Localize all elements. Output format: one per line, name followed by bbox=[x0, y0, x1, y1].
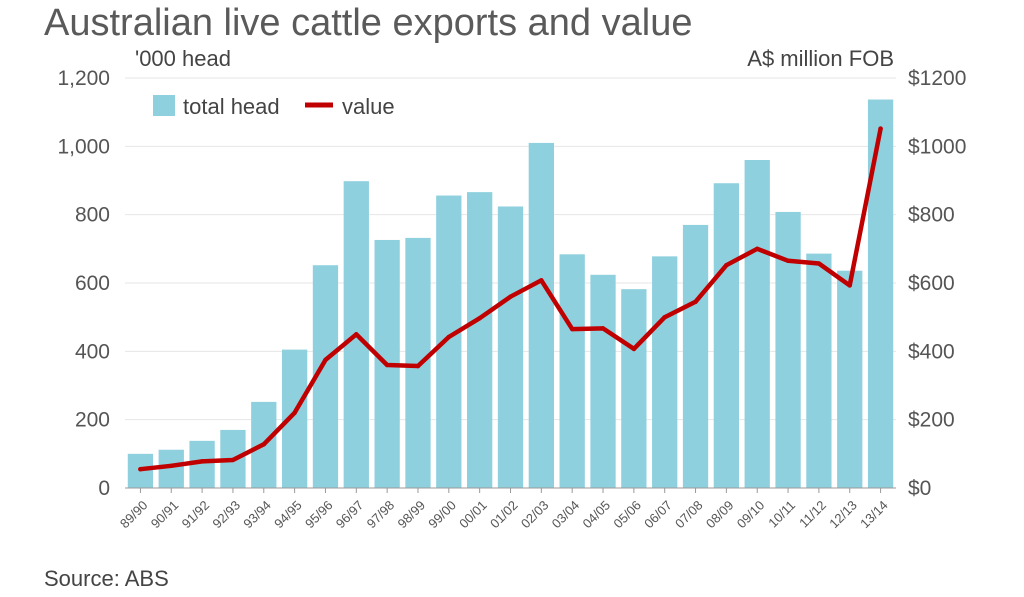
x-tick-label: 10/11 bbox=[765, 498, 798, 531]
value-point-90-91 bbox=[169, 463, 174, 468]
x-tick-label: 03/04 bbox=[549, 498, 583, 532]
x-tick-label: 09/10 bbox=[734, 498, 768, 532]
value-point-12-13 bbox=[847, 283, 852, 288]
x-tick-label: 05/06 bbox=[610, 498, 644, 532]
x-tick-label: 04/05 bbox=[580, 498, 614, 532]
value-point-06-07 bbox=[662, 314, 667, 320]
x-tick-label: 96/97 bbox=[333, 498, 367, 532]
x-tick-label: 02/03 bbox=[518, 498, 552, 532]
value-point-04-05 bbox=[600, 326, 606, 331]
value-point-97-98 bbox=[384, 362, 390, 368]
x-tick-label: 91/92 bbox=[179, 498, 213, 532]
bar-01-02 bbox=[497, 206, 524, 488]
bar-09-10 bbox=[744, 160, 770, 488]
value-point-92-93 bbox=[230, 457, 236, 463]
value-point-09-10 bbox=[755, 246, 760, 252]
y-right-tick-label: $0 bbox=[908, 477, 931, 500]
bar-10-11 bbox=[775, 211, 801, 488]
x-tick-label: 97/98 bbox=[364, 498, 398, 532]
x-tick-label: 92/93 bbox=[209, 498, 243, 532]
y-left-tick-label: 1,200 bbox=[57, 67, 110, 90]
value-point-94-95 bbox=[292, 410, 297, 416]
bar-12-13 bbox=[837, 270, 863, 488]
value-point-03-04 bbox=[569, 326, 575, 332]
x-tick-label: 99/00 bbox=[425, 498, 459, 532]
bar-13-14 bbox=[867, 99, 894, 489]
x-tick-label: 95/96 bbox=[302, 498, 336, 532]
value-point-11-12 bbox=[816, 261, 822, 266]
value-point-01-02 bbox=[508, 294, 513, 299]
value-point-99-00 bbox=[446, 334, 452, 340]
bar-03-04 bbox=[559, 254, 585, 488]
right-axis-unit-label: A$ million FOB bbox=[747, 46, 894, 71]
bar-06-07 bbox=[652, 256, 678, 488]
left-axis-unit-label: '000 head bbox=[135, 46, 231, 71]
y-right-tick-label: $800 bbox=[908, 204, 955, 227]
y-left-tick-label: 0 bbox=[98, 477, 110, 500]
y-left-tick-label: 800 bbox=[75, 204, 110, 227]
bar-00-01 bbox=[467, 192, 493, 488]
bar-04-05 bbox=[590, 274, 616, 488]
legend-label-total-head: total head bbox=[183, 94, 280, 119]
value-point-95-96 bbox=[323, 357, 328, 363]
x-tick-label: 00/01 bbox=[456, 498, 490, 532]
value-point-08-09 bbox=[724, 263, 729, 268]
x-tick-label: 90/91 bbox=[148, 498, 182, 532]
value-point-89-90 bbox=[138, 467, 143, 472]
x-tick-label: 98/99 bbox=[394, 498, 428, 532]
bar-07-08 bbox=[682, 224, 709, 488]
value-point-00-01 bbox=[477, 315, 482, 321]
legend: total head value bbox=[153, 94, 395, 119]
y-left-tick-label: 200 bbox=[75, 409, 110, 432]
source-note: Source: ABS bbox=[44, 566, 169, 591]
y-left-tick-label: 400 bbox=[75, 340, 110, 363]
x-tick-label: 13/14 bbox=[857, 498, 891, 532]
y-right-tick-label: $400 bbox=[908, 340, 955, 363]
bar-11-12 bbox=[806, 253, 832, 488]
x-tick-label: 07/08 bbox=[672, 498, 706, 532]
bar-05-06 bbox=[621, 289, 647, 488]
y-right-tick-label: $200 bbox=[908, 409, 955, 432]
x-tick-label: 12/13 bbox=[826, 498, 860, 532]
y-left-tick-label: 1,000 bbox=[57, 135, 110, 158]
value-point-98-99 bbox=[415, 363, 421, 369]
value-point-93-94 bbox=[261, 442, 266, 447]
y-right-tick-label: $1000 bbox=[908, 135, 966, 158]
x-tick-label: 06/07 bbox=[641, 498, 675, 532]
value-point-96-97 bbox=[354, 332, 359, 337]
x-tick-label: 94/95 bbox=[271, 498, 305, 532]
x-tick-label: 01/02 bbox=[487, 498, 521, 532]
chart-title: Australian live cattle exports and value bbox=[44, 2, 693, 44]
x-tick-label: 89/90 bbox=[117, 498, 151, 532]
value-point-05-06 bbox=[631, 346, 637, 352]
value-point-91-92 bbox=[199, 459, 205, 464]
value-point-13-14 bbox=[878, 126, 883, 131]
value-point-07-08 bbox=[693, 299, 698, 304]
line-series bbox=[138, 126, 883, 472]
bar-08-09 bbox=[713, 183, 740, 488]
x-tick-label: 93/94 bbox=[240, 498, 274, 532]
bar-99-00 bbox=[436, 195, 462, 489]
y-right-tick-label: $600 bbox=[908, 272, 955, 295]
value-point-02-03 bbox=[539, 278, 544, 283]
value-point-10-11 bbox=[785, 258, 791, 263]
bar-series bbox=[127, 99, 894, 489]
y-left-tick-label: 600 bbox=[75, 272, 110, 295]
legend-swatch-total-head bbox=[153, 95, 175, 116]
legend-label-value: value bbox=[342, 94, 395, 119]
x-tick-label: 11/12 bbox=[796, 498, 829, 531]
y-right-tick-label: $1200 bbox=[908, 67, 966, 90]
x-tick-label: 08/09 bbox=[703, 498, 737, 532]
bar-02-03 bbox=[528, 142, 554, 488]
